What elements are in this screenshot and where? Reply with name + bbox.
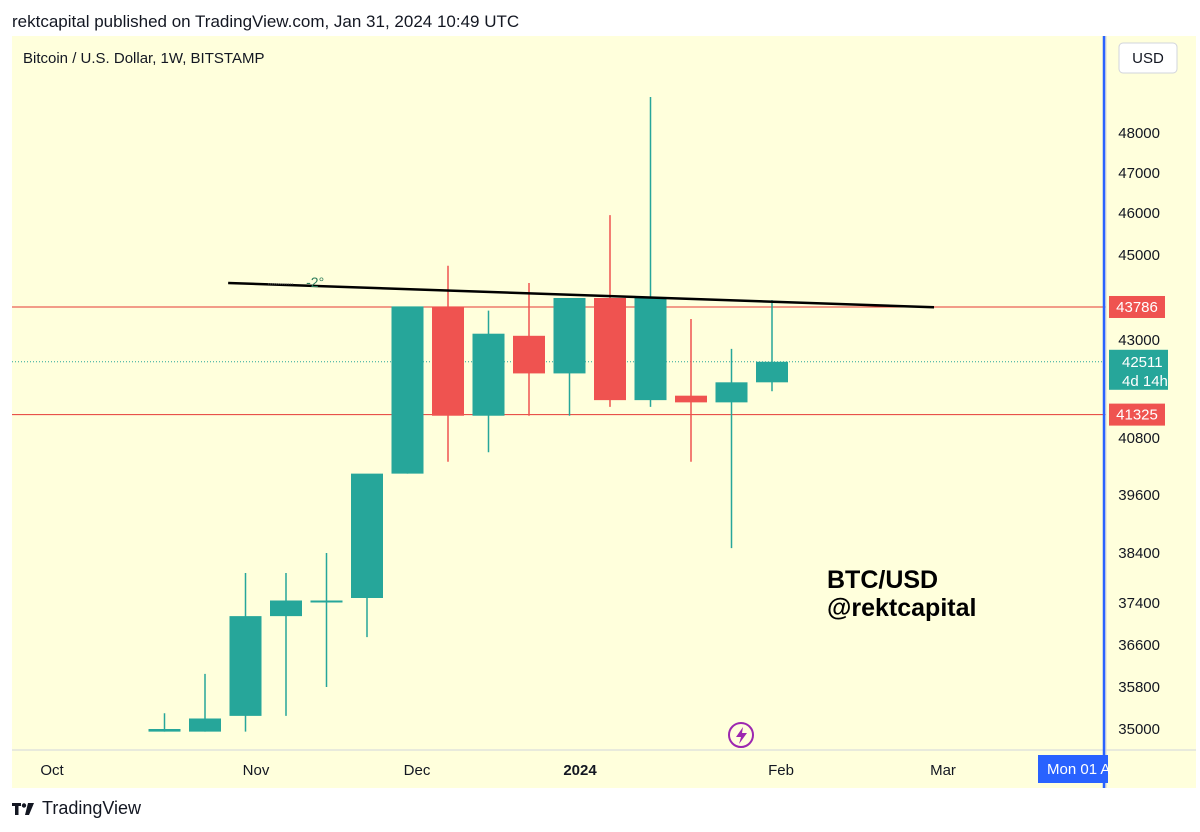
watermark-author: @rektcapital <box>827 594 976 622</box>
candle-body <box>553 298 586 374</box>
y-tick-label: 35800 <box>1118 679 1160 696</box>
y-tick-label: 47000 <box>1118 165 1160 182</box>
price-level-label: 43786 <box>1116 299 1158 316</box>
candle-body <box>715 382 748 403</box>
y-tick-label: 43000 <box>1118 332 1160 349</box>
candle[interactable] <box>391 306 424 474</box>
candle-body <box>189 718 221 732</box>
price-level-label-bg <box>1109 403 1165 426</box>
current-price-label: 42511 <box>1122 354 1163 371</box>
candle[interactable] <box>432 265 464 462</box>
y-tick-label: 46000 <box>1118 205 1160 222</box>
x-tick-label: Dec <box>404 762 431 779</box>
candlestick-chart[interactable]: -2° 35000 35800 36600 37400 38400 39600 40800 4… <box>12 36 1196 788</box>
candle[interactable] <box>594 215 626 407</box>
x-tick-label: 2024 <box>563 762 597 779</box>
flash-icon[interactable] <box>728 722 754 748</box>
price-level-label: 41325 <box>1116 407 1158 424</box>
candle[interactable] <box>634 97 667 407</box>
x-tick-label: Feb <box>768 762 794 779</box>
publish-info: rektcapital published on TradingView.com… <box>12 12 520 31</box>
tradingview-brand[interactable]: TradingView <box>42 798 142 818</box>
footer: TradingView <box>12 798 141 819</box>
chart-frame: -2° 35000 35800 36600 37400 38400 39600 40800 4… <box>12 36 1196 788</box>
candle-body <box>675 395 707 403</box>
y-tick-label: 40800 <box>1118 430 1160 447</box>
candle-body <box>432 306 464 416</box>
crosshair-date-text: Mon 01 A <box>1047 761 1110 778</box>
y-tick-label: 35000 <box>1118 721 1160 738</box>
candle-body <box>634 298 667 401</box>
candle[interactable] <box>472 310 505 453</box>
candle-body <box>594 298 626 401</box>
candle-body <box>472 333 505 416</box>
candle[interactable] <box>675 319 707 462</box>
crosshair-date-label: Mon 01 A <box>1038 755 1110 783</box>
candle[interactable] <box>351 473 383 638</box>
symbol-info: Bitcoin / U.S. Dollar, 1W, BITSTAMP <box>23 50 264 67</box>
x-tick-label: Mar <box>930 762 956 779</box>
candle[interactable] <box>189 673 221 732</box>
current-price-label-bg <box>1109 349 1168 390</box>
y-tick-label: 36600 <box>1118 637 1160 654</box>
y-tick-label: 38400 <box>1118 545 1160 562</box>
countdown-label: 4d 14h <box>1122 373 1168 390</box>
candle[interactable] <box>553 298 586 416</box>
candle[interactable] <box>310 553 343 687</box>
candle[interactable] <box>715 348 748 549</box>
tradingview-logo-icon[interactable] <box>12 801 36 817</box>
candle[interactable] <box>270 573 302 716</box>
candle-body <box>148 729 181 732</box>
y-tick-label: 39600 <box>1118 487 1160 504</box>
y-tick-label: 45000 <box>1118 247 1160 264</box>
plot-area[interactable] <box>12 36 1106 750</box>
candle-body <box>310 600 343 603</box>
y-tick-label: 48000 <box>1118 125 1160 142</box>
candle-body <box>513 335 545 374</box>
candle-body <box>270 600 302 617</box>
watermark-pair: BTC/USD <box>827 566 938 594</box>
price-level-label-bg <box>1109 295 1165 318</box>
candle[interactable] <box>756 300 788 392</box>
candle[interactable] <box>513 282 545 416</box>
candle-body <box>756 361 788 383</box>
currency-button[interactable]: USD <box>1118 42 1178 74</box>
candle-body <box>351 473 383 598</box>
candle-body <box>391 306 424 474</box>
y-tick-label: 37400 <box>1118 595 1160 612</box>
candle[interactable] <box>148 713 181 732</box>
currency-button-label: USD <box>1132 50 1164 67</box>
candle[interactable] <box>229 573 262 732</box>
x-tick-label: Nov <box>243 762 270 779</box>
candle-body <box>229 616 262 716</box>
x-tick-label: Oct <box>40 762 64 779</box>
trendline[interactable] <box>228 281 935 309</box>
trendline-angle-label: -2° <box>306 274 324 290</box>
